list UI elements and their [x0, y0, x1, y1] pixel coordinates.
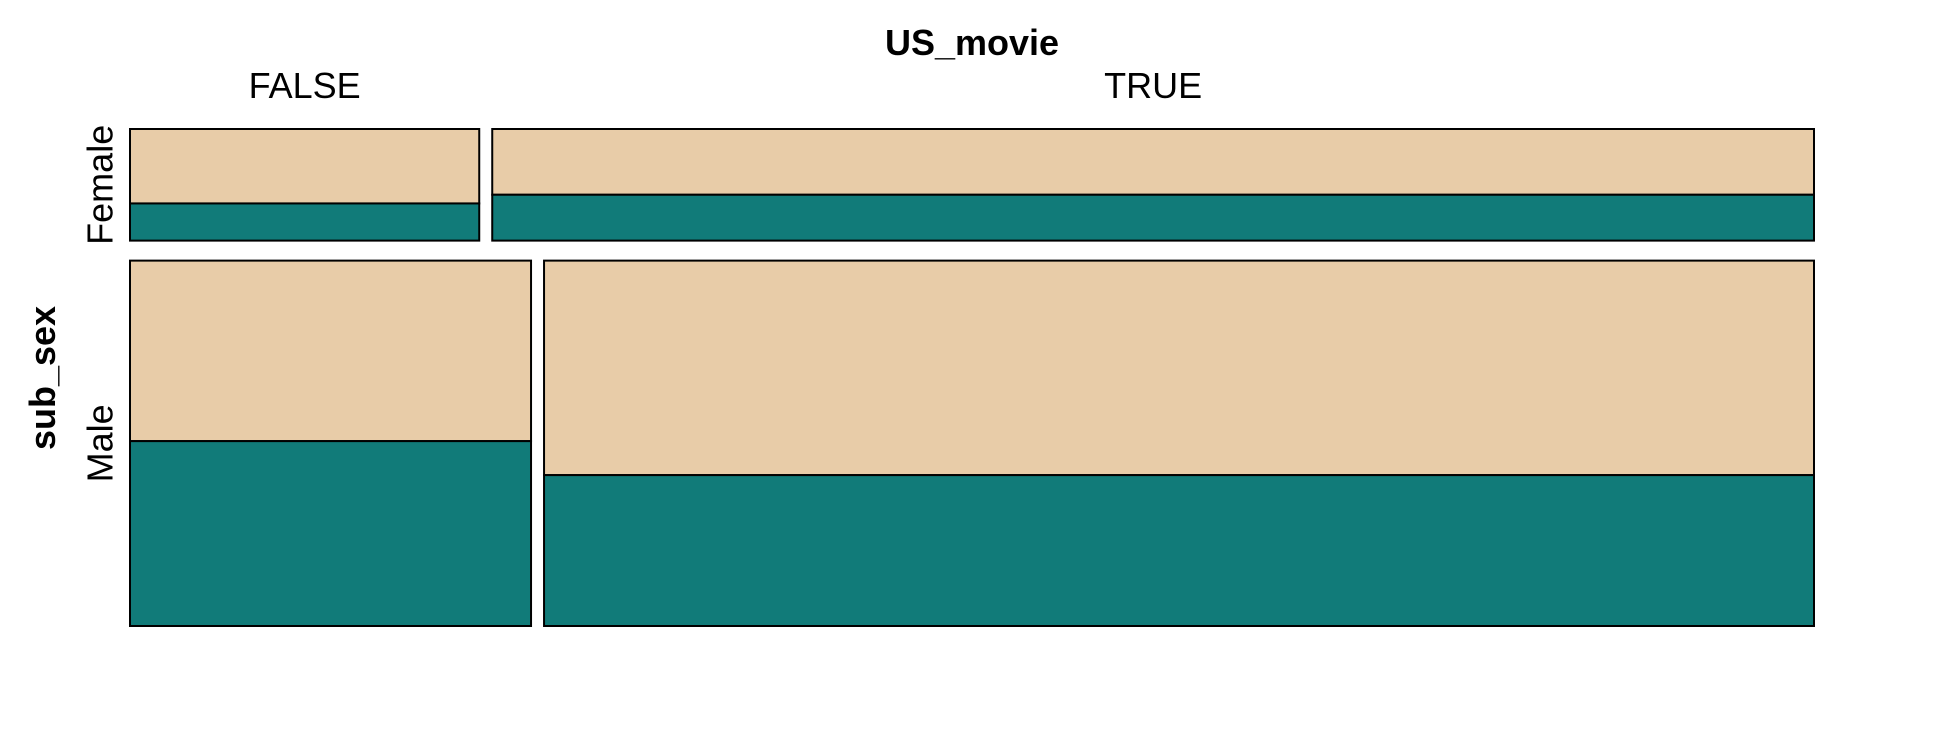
row-label-female: Female: [80, 125, 121, 245]
row-label-male: Male: [80, 404, 121, 482]
tile-female-true-lower: [491, 193, 1815, 242]
tile-male-false-lower: [129, 440, 533, 627]
tile-female-true-upper: [491, 128, 1815, 196]
mosaic-tiles: [129, 128, 1815, 627]
row-variable-title: sub_sex: [22, 306, 63, 450]
column-label-true: TRUE: [1104, 65, 1202, 106]
tile-male-false-upper: [129, 259, 533, 443]
tile-female-false-upper: [129, 128, 481, 205]
tile-male-true-lower: [543, 474, 1815, 627]
column-label-false: FALSE: [249, 65, 361, 106]
tile-female-false-lower: [129, 202, 481, 242]
row-level-labels: Female Male: [80, 125, 121, 483]
column-variable-title: US_movie: [885, 22, 1059, 63]
column-level-labels: FALSE TRUE: [249, 65, 1203, 106]
tile-male-true-upper: [543, 259, 1815, 477]
